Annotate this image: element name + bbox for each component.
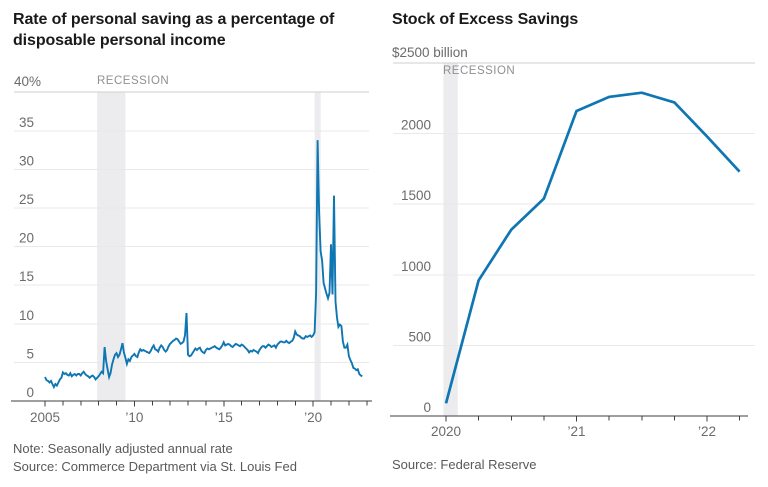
y-tick-label: 15 bbox=[19, 269, 34, 284]
right-chart-title: Stock of Excess Savings bbox=[392, 11, 579, 28]
left-chart-title: Rate of personal saving as a percentage … bbox=[13, 11, 335, 49]
y-tick-label: 25 bbox=[19, 192, 34, 207]
y-tick-label: 2000 bbox=[401, 118, 431, 133]
right-y-axis-unit-label: $2500 billion bbox=[392, 45, 468, 60]
left-y-axis-unit-label: 40% bbox=[14, 74, 42, 89]
y-tick-label: 500 bbox=[408, 329, 431, 344]
y-tick-label: 30 bbox=[19, 153, 34, 168]
left-chart-source: Source: Commerce Department via St. Loui… bbox=[13, 459, 297, 474]
right-recession-label: RECESSION bbox=[443, 65, 516, 77]
y-tick-label: 0 bbox=[26, 385, 34, 400]
x-tick-label: ’10 bbox=[125, 410, 143, 425]
y-tick-label: 1500 bbox=[401, 188, 431, 203]
y-tick-label: 20 bbox=[19, 231, 34, 246]
left-recession-label: RECESSION bbox=[97, 75, 170, 87]
right-chart-source: Source: Federal Reserve bbox=[392, 457, 537, 472]
y-tick-label: 1000 bbox=[401, 259, 431, 274]
y-tick-label: 35 bbox=[19, 115, 34, 130]
data-line-Excess savings ($ billion) bbox=[444, 91, 741, 404]
x-tick-label: ’15 bbox=[215, 410, 233, 425]
x-tick-label: ’20 bbox=[304, 410, 322, 425]
x-tick-label: ’22 bbox=[698, 424, 716, 439]
y-tick-label: 10 bbox=[19, 308, 34, 323]
left-chart-note: Note: Seasonally adjusted annual rate bbox=[13, 441, 233, 456]
x-tick-label: 2005 bbox=[30, 410, 60, 425]
data-line-Personal saving rate (%) bbox=[44, 140, 363, 390]
y-tick-label: 5 bbox=[26, 346, 34, 361]
x-tick-label: ’21 bbox=[567, 424, 585, 439]
y-tick-label: 0 bbox=[423, 400, 431, 415]
x-tick-label: 2020 bbox=[431, 424, 461, 439]
recession-band bbox=[443, 63, 458, 416]
